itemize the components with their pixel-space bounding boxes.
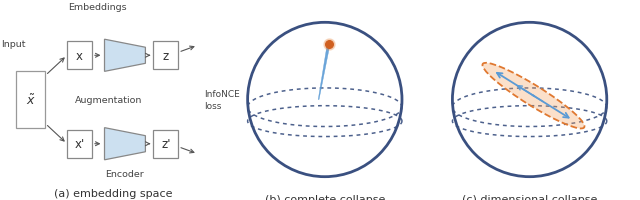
Ellipse shape <box>483 64 584 129</box>
Text: x: x <box>76 50 83 62</box>
FancyBboxPatch shape <box>154 42 179 70</box>
Text: (b) complete collapse: (b) complete collapse <box>264 194 385 200</box>
Polygon shape <box>104 40 145 72</box>
Text: x': x' <box>74 138 84 150</box>
Polygon shape <box>318 44 330 100</box>
FancyBboxPatch shape <box>67 130 92 158</box>
FancyBboxPatch shape <box>16 72 45 128</box>
Text: z': z' <box>161 138 171 150</box>
Text: $\tilde{x}$: $\tilde{x}$ <box>26 93 36 107</box>
Text: z: z <box>163 50 169 62</box>
FancyBboxPatch shape <box>154 130 179 158</box>
FancyBboxPatch shape <box>67 42 92 70</box>
Text: Augmentation: Augmentation <box>75 96 142 104</box>
Text: Input: Input <box>1 40 26 48</box>
Text: Encoder: Encoder <box>106 169 145 178</box>
Text: Embeddings: Embeddings <box>68 3 127 12</box>
Text: (a) embedding space: (a) embedding space <box>54 188 173 198</box>
Text: InfoNCE
loss: InfoNCE loss <box>205 90 240 110</box>
Text: (c) dimensional collapse: (c) dimensional collapse <box>462 194 597 200</box>
Polygon shape <box>104 128 145 160</box>
